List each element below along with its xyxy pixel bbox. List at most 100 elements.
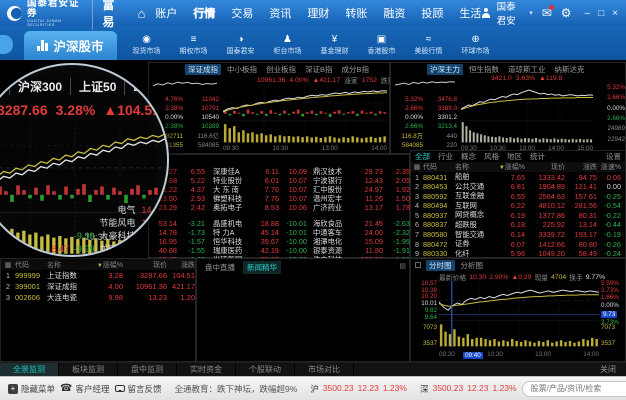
main-menu-item[interactable]: 转账 [345, 8, 368, 20]
table-row[interactable]: 7 880580 智能交通 6.14 3339.72 193.17 -0.19 [411, 230, 625, 240]
list-item[interactable]: 温州宏丰 11.26 1.50 [313, 194, 411, 203]
col-pct[interactable]: ▼涨幅% [498, 164, 525, 171]
list-item[interactable]: 9.27 6.55 [151, 167, 209, 176]
monitor-tab[interactable]: 个股联动 [236, 363, 295, 376]
list-item[interactable]: 海欣食品 21.45 -2.63 [313, 219, 411, 228]
timeline-tab[interactable]: 分析图 [460, 260, 484, 270]
list-item[interactable]: 宁波银行 12.43 2.05 [313, 176, 411, 185]
sz-index-quote[interactable]: 深 3500.23 12.23 1.23% [420, 383, 517, 395]
home-icon[interactable]: ⌂ [137, 5, 146, 21]
list-item[interactable]: 9.68 5.22 [151, 176, 209, 185]
monitor-tab[interactable]: 实时资金 [177, 363, 236, 376]
hide-menu-button[interactable]: + 隐藏菜单 [8, 383, 55, 395]
window-control-button[interactable]: – [584, 7, 591, 19]
index-tab[interactable]: 沪深主力 [427, 63, 463, 75]
subnav-item[interactable]: ≈ 美股行情 [412, 35, 446, 56]
tab-hushen-market[interactable]: 沪深股市 [24, 31, 117, 60]
window-control-button[interactable]: × [612, 7, 618, 19]
list-item[interactable]: 晶盛机电 18.88 -10.01 [213, 219, 309, 228]
table-row[interactable]: 3 880592 互联金融 6.55 2564.63 157.61 -0.25 [411, 191, 625, 201]
settings-link[interactable]: 设置 [606, 152, 621, 161]
main-menu-item[interactable]: 融资 [383, 8, 406, 20]
table-row[interactable]: 3 002606 大连电瓷 9.98 13.23 1.20 [1, 292, 195, 303]
sh-index-quote[interactable]: 沪 3500.23 12.23 1.23% [310, 383, 407, 395]
panel-menu-icon[interactable]: ▤ [399, 263, 406, 270]
list-item[interactable]: 23.29 2.42 [151, 203, 209, 212]
main-menu-item[interactable]: 理财 [307, 8, 330, 20]
list-item[interactable]: 奥拓电子 8.53 10.06 [213, 203, 309, 212]
checkbox-icon[interactable] [415, 262, 421, 268]
news-ticker[interactable]: 全通教育：跌下神坛，跌幅超9% [174, 383, 298, 394]
list-item[interactable]: 16.95 -1.57 [151, 237, 209, 246]
feedback-button[interactable]: 留言反馈 [114, 383, 162, 395]
list-item[interactable]: 广济药业 13.17 1.78 [313, 203, 411, 212]
list-item[interactable]: 特业股份 6.01 10.07 [213, 176, 309, 185]
list-item[interactable]: 40.68 -1.55 [151, 246, 209, 255]
timeline-tab[interactable]: 分时图 [426, 259, 455, 271]
col-price[interactable]: 现价 [551, 164, 565, 171]
subnav-item[interactable]: ♟ 柜台市场 [271, 35, 305, 56]
index-tab[interactable]: 深证成指 [185, 63, 221, 75]
search-input[interactable] [528, 383, 626, 394]
col-chg[interactable]: 涨跌 [583, 164, 597, 171]
main-menu-item[interactable]: 行情 [193, 8, 216, 20]
gear-icon[interactable]: ⚙ [560, 6, 572, 20]
index-tab[interactable]: 恒生指数 [469, 64, 499, 74]
account-manager-button[interactable]: ☎ 客户经理 [60, 383, 109, 395]
col-price[interactable]: 现价 [153, 261, 167, 269]
table-row[interactable]: 6 880837 超跌股 6.18 225.92 13.14 -0.44 [411, 220, 625, 230]
subnav-item[interactable]: ⊕ 环球市场 [459, 35, 493, 56]
index-tab[interactable]: 道琼斯工业 [508, 64, 546, 74]
col-chg[interactable]: 涨跌 [181, 261, 195, 269]
col-code[interactable]: 代码 [15, 261, 29, 269]
list-item[interactable]: 银泰资源 11.80 -1.91 [313, 246, 411, 255]
list-item[interactable]: 特 力A 45.14 -10.01 [213, 228, 309, 237]
col-name[interactable]: 名称 [455, 164, 469, 171]
news-tab[interactable]: 新闻精华 [243, 261, 281, 274]
list-item[interactable]: 恒华科技 39.67 -10.00 [213, 237, 309, 246]
monitor-tab[interactable]: 盘中监测 [118, 363, 177, 376]
sector-filter[interactable]: 概念 [461, 152, 476, 161]
main-menu-item[interactable]: 投顾 [421, 8, 444, 20]
subnav-item[interactable]: ◑ 国泰君安 [224, 35, 258, 56]
list-item[interactable]: 23.50 2.93 [151, 194, 209, 203]
monitor-tab[interactable]: 全景监测 [0, 363, 59, 376]
sector-filter[interactable]: 统计 [530, 152, 545, 161]
main-menu-item[interactable]: 账户 [155, 8, 178, 20]
table-row[interactable]: 2 880453 公共交通 6.81 1904.89 121.41 0.00 [411, 182, 625, 192]
list-item[interactable]: 中通客车 24.00 -2.32 [313, 228, 411, 237]
ranking-header-left[interactable]: 深证A股 涨跌幅 [213, 156, 264, 165]
main-menu-item[interactable]: 资讯 [269, 8, 292, 20]
subnav-item[interactable]: ▣ 香港股市 [365, 35, 399, 56]
list-item[interactable]: 汇中股份 24.97 1.92 [313, 185, 411, 194]
table-row[interactable]: 1 880431 船舶 7.65 1333.42 94.75 0.06 [411, 172, 625, 182]
sector-filter[interactable]: 全部 [415, 152, 430, 161]
sector-filter[interactable]: 地区 [507, 152, 522, 161]
subnav-item[interactable]: ≡ 期权市场 [177, 35, 211, 56]
list-item[interactable]: 鼎汉技术 28.73 2.35 [313, 167, 411, 176]
table-row[interactable]: 5 880937 网贷概念 6.19 1377.86 80.31 -0.22 [411, 210, 625, 220]
index-tab[interactable]: 成分B指 [341, 64, 370, 74]
list-item[interactable]: 11.22 4.37 [151, 185, 209, 194]
subnav-item[interactable]: ◉ 现货市场 [130, 35, 164, 56]
grid-icon[interactable]: ▦ [4, 261, 12, 269]
list-item[interactable]: 53.14 -3.21 [151, 219, 209, 228]
monitor-tab[interactable]: 市场对比 [295, 363, 354, 376]
table-row[interactable]: 9 880330 化纤 5.96 1049.20 58.49 -0.24 [411, 249, 625, 259]
table-row[interactable]: 1 999999 上证指数 3.28 3287.66 104.51 [1, 270, 195, 281]
index-tab[interactable]: 创业板指 [266, 64, 296, 74]
sector-filter[interactable]: 行业 [438, 152, 453, 161]
user-name[interactable]: 国泰君安 [496, 2, 516, 27]
index-tab[interactable]: 中小板指 [227, 64, 257, 74]
table-row[interactable]: 2 399001 深证成指 4.00 10961.36 421.17 [1, 281, 195, 292]
list-item[interactable]: 瑞康医药 42.19 -10.00 [213, 246, 309, 255]
index-tab[interactable]: 深证B指 [305, 64, 333, 74]
list-item[interactable]: 湘潭电化 15.09 -1.95 [313, 237, 411, 246]
sidenav-collapse-handle[interactable] [0, 35, 13, 54]
table-row[interactable]: 8 880472 证券 6.07 1412.66 80.80 -0.26 [411, 239, 625, 249]
col-name[interactable]: 名称 [47, 261, 61, 269]
list-item[interactable]: 大 东 南 7.76 10.07 [213, 185, 309, 194]
list-item[interactable]: 佛塑科技 7.76 10.07 [213, 194, 309, 203]
window-control-button[interactable]: □ [598, 7, 605, 19]
list-item[interactable]: 深康佳A 6.11 10.09 [213, 167, 309, 176]
